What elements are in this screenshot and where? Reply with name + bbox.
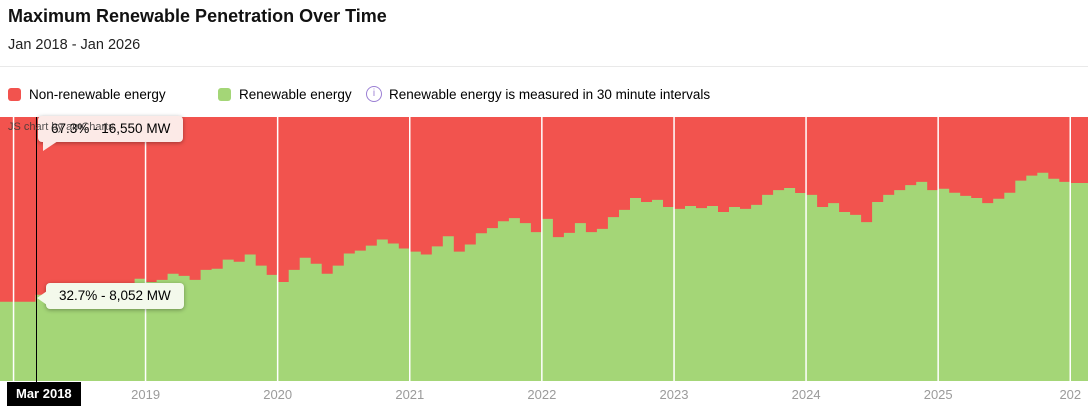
plot-area[interactable]	[0, 117, 1088, 381]
x-axis-label: 2023	[659, 387, 689, 402]
cursor-crosshair-line	[36, 117, 37, 384]
year-gridline	[144, 117, 147, 381]
year-gridline	[805, 117, 807, 381]
info-note-text: Renewable energy is measured in 30 minut…	[389, 86, 711, 102]
info-circle-icon: i	[366, 86, 382, 102]
x-axis-label: 2022	[527, 387, 557, 402]
x-axis-label: 2021	[395, 387, 425, 402]
legend-item-non-renewable[interactable]: Non-renewable energy	[8, 84, 166, 104]
legend-item-renewable[interactable]: Renewable energy	[218, 84, 352, 104]
renewable-area	[0, 172, 1088, 381]
tooltip-non-renewable: 67.3% - 16,550 MW	[38, 116, 184, 151]
x-axis: 2019 2020 2021 2022 2023 2024 2025 202	[0, 381, 1088, 419]
x-axis-label: 202	[1059, 387, 1082, 402]
page-title: Maximum Renewable Penetration Over Time	[8, 6, 387, 26]
year-gridline	[276, 117, 279, 381]
year-gridline	[12, 117, 15, 381]
non-renewable-swatch-icon	[8, 87, 21, 101]
x-axis-label: 2019	[131, 387, 161, 402]
x-axis-label: 2024	[791, 387, 821, 402]
year-gridline	[937, 117, 939, 381]
renewable-swatch-icon	[218, 87, 231, 101]
legend-label-non-renewable: Non-renewable energy	[29, 86, 166, 102]
x-axis-label: 2025	[923, 387, 953, 402]
tooltip-renewable: 32.7% - 8,052 MW	[37, 283, 184, 309]
year-gridline	[1069, 117, 1071, 381]
axis-cursor-tooltip: Mar 2018	[7, 382, 81, 406]
legend: Non-renewable energy Renewable energy i …	[0, 84, 1088, 104]
year-gridline	[409, 117, 411, 381]
year-gridline	[673, 117, 675, 381]
chart-subtitle: Jan 2018 - Jan 2026	[8, 37, 141, 53]
header-divider	[0, 66, 1088, 67]
stacked-area-svg	[0, 117, 1088, 381]
year-gridline	[541, 117, 543, 381]
x-axis-label: 2020	[263, 387, 293, 402]
legend-info-note: i Renewable energy is measured in 30 min…	[366, 84, 710, 104]
legend-label-renewable: Renewable energy	[239, 86, 352, 102]
amcharts-watermark[interactable]: JS chart by amCharts	[8, 121, 114, 133]
